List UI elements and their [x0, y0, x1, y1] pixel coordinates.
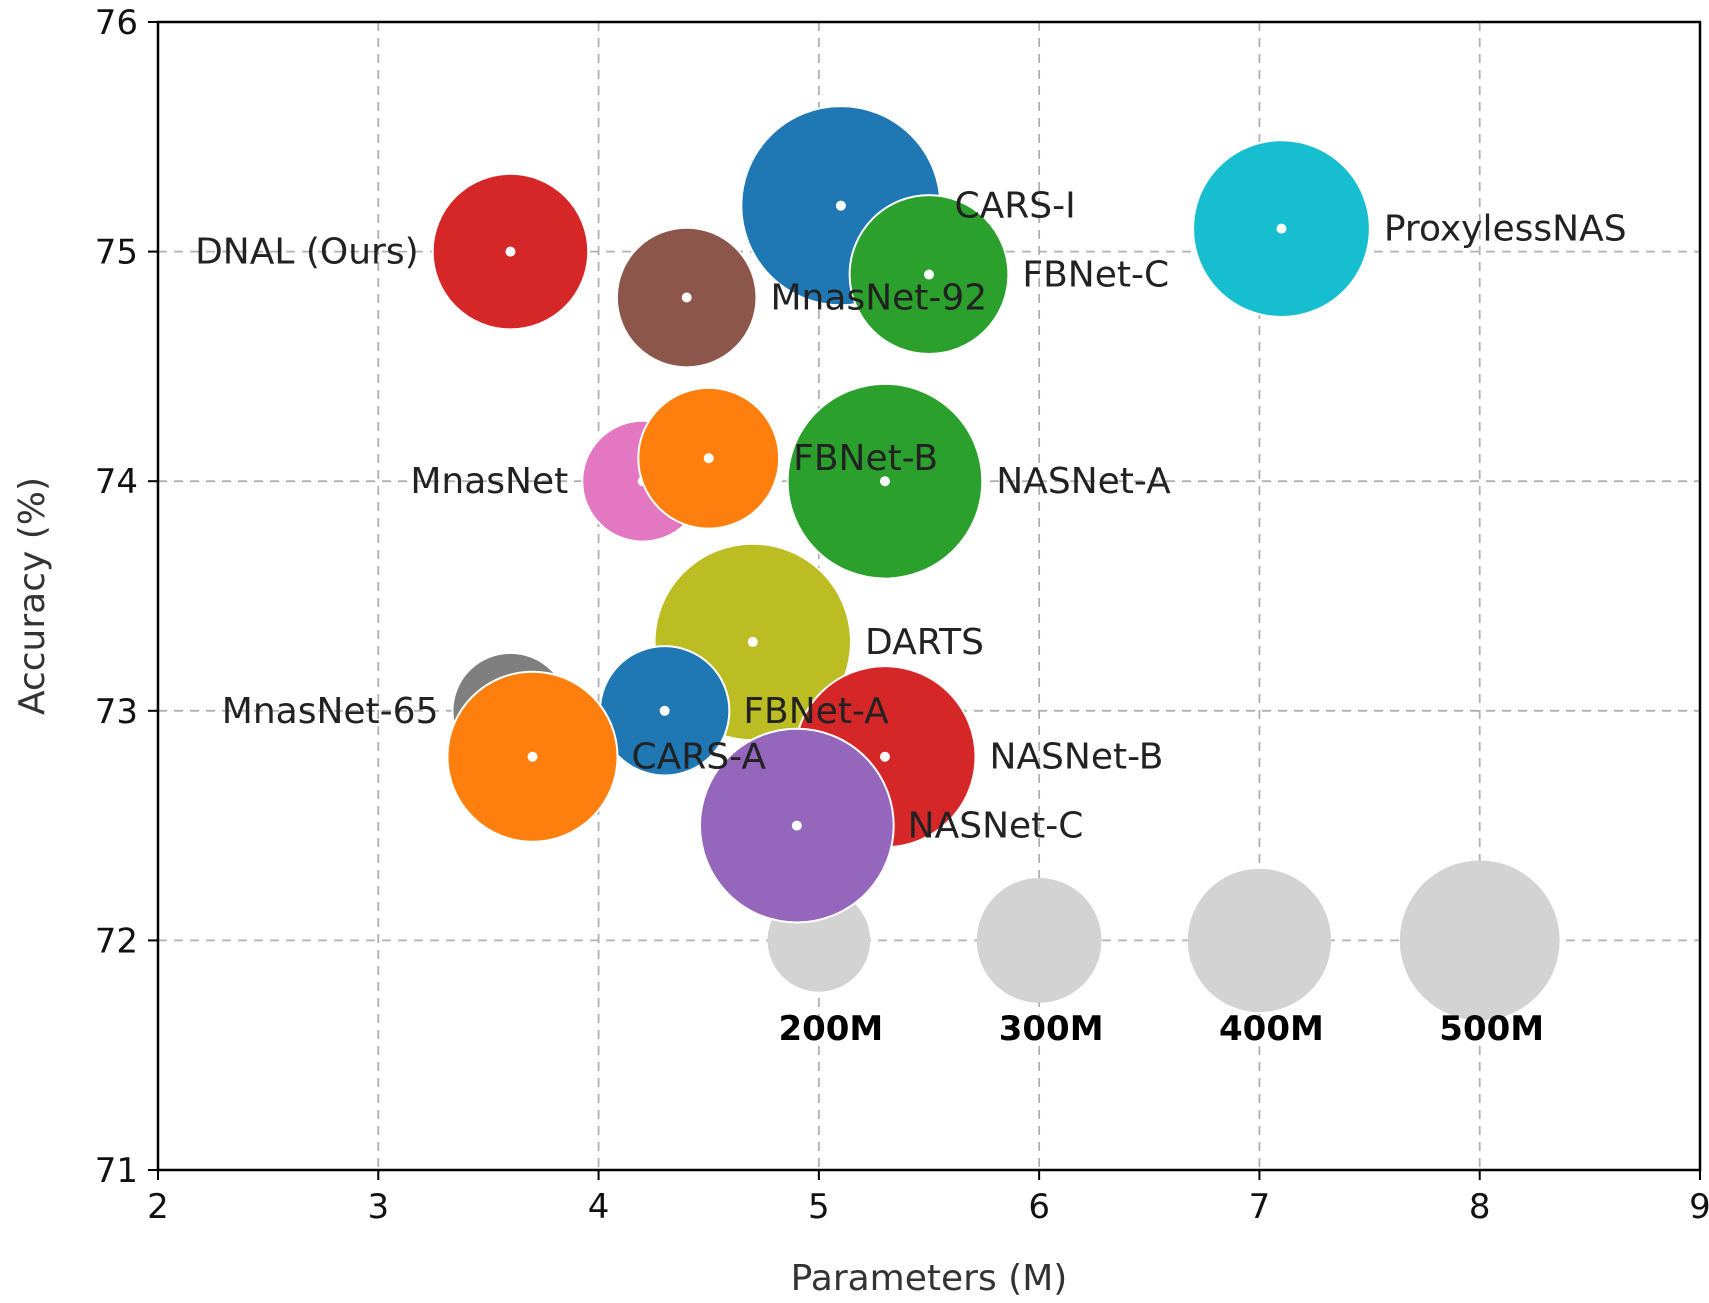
point-label-nasnet-a: NASNet-A [996, 461, 1171, 502]
point-label-darts: DARTS [865, 622, 984, 663]
point-label-fbnet-a: FBNet-A [743, 691, 889, 732]
size-ref-label-400m: 400M [1219, 1009, 1324, 1049]
point-label-nasnet-b: NASNet-B [990, 737, 1164, 778]
point-label-fbnet-c: FBNet-C [1022, 255, 1169, 296]
point-label-mnasnet: MnasNet [410, 461, 568, 502]
y-tick-label: 76 [95, 3, 138, 43]
point-label-mnasnet-92: MnasNet-92 [771, 278, 988, 319]
size-ref-label-300m: 300M [999, 1009, 1104, 1049]
size-ref-bubble-500m [1399, 860, 1560, 1021]
bubble-center-dot-cars-a [527, 751, 538, 762]
bubble-center-dot-nasnet-a [879, 476, 890, 487]
x-tick-label: 2 [147, 1187, 169, 1227]
bubble-center-dot-proxylessnas [1276, 223, 1287, 234]
y-tick-label: 73 [95, 692, 138, 732]
bubble-center-dot-dnal-ours [505, 246, 516, 257]
size-ref-label-200m: 200M [778, 1009, 883, 1049]
point-label-mnasnet-65: MnasNet-65 [222, 691, 439, 732]
x-tick-label: 8 [1469, 1187, 1491, 1227]
bubble-center-dot-nasnet-c [791, 820, 802, 831]
size-ref-bubble-400m [1187, 868, 1332, 1013]
point-label-cars-i: CARS-I [954, 186, 1075, 227]
point-label-proxylessnas: ProxylessNAS [1384, 209, 1627, 250]
x-tick-label: 4 [588, 1187, 610, 1227]
bubble-center-dot-cars-i [835, 200, 846, 211]
y-tick-label: 74 [95, 462, 138, 502]
x-tick-label: 6 [1028, 1187, 1050, 1227]
bubble-center-dot-fbnet-c [924, 269, 934, 280]
point-label-fbnet-b: FBNet-B [793, 438, 938, 479]
x-tick-label: 3 [367, 1187, 389, 1227]
point-label-dnal-ours: DNAL (Ours) [195, 232, 419, 273]
size-ref-bubble-300m [976, 878, 1102, 1003]
size-ref-label-500m: 500M [1439, 1009, 1544, 1049]
bubble-center-dot-darts [747, 636, 758, 647]
plot-frame [156, 20, 1702, 1172]
x-tick-label: 7 [1249, 1187, 1271, 1227]
x-axis-label: Parameters (M) [791, 1258, 1068, 1299]
axis-ticks: 2 3 4 5 6 7 8 9 71 72 73 74 75 76 [95, 3, 1709, 1227]
y-tick-label: 71 [95, 1151, 138, 1191]
point-label-nasnet-c: NASNet-C [908, 806, 1084, 847]
point-label-cars-a: CARS-A [632, 737, 767, 778]
y-tick-label: 75 [95, 233, 138, 273]
bubble-center-dot-fbnet-b [703, 453, 714, 464]
y-axis-label: Accuracy (%) [12, 477, 53, 715]
data-bubbles [431, 105, 1371, 924]
y-tick-label: 72 [95, 921, 138, 961]
x-tick-label: 5 [808, 1187, 830, 1227]
point-labels: DNAL (Ours) MnasNet-92 CARS-I FBNet-C Proxyl… [195, 186, 1626, 847]
bubble-center-dot-fbnet-a [659, 705, 670, 716]
size-reference-bubbles: 200M 300M 400M 500M [767, 860, 1560, 1049]
x-tick-label: 9 [1689, 1187, 1709, 1227]
bubble-center-dot-mnasnet-92 [681, 292, 692, 303]
bubble-center-dot-nasnet-b [879, 751, 890, 762]
